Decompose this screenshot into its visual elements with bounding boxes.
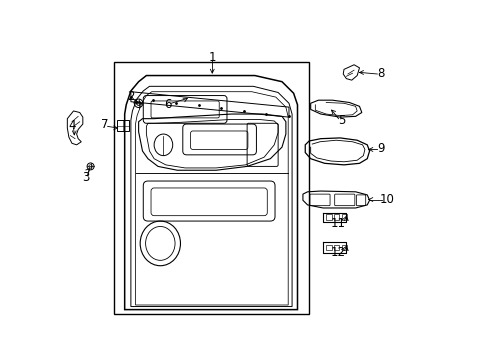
- Text: 7: 7: [101, 118, 108, 131]
- Bar: [325, 245, 331, 250]
- Text: 12: 12: [330, 246, 346, 259]
- Text: 6: 6: [164, 98, 171, 111]
- Bar: [341, 214, 346, 220]
- Text: 3: 3: [82, 171, 89, 184]
- Text: 11: 11: [330, 217, 346, 230]
- Bar: [341, 245, 346, 250]
- Text: 8: 8: [377, 67, 384, 81]
- Text: 5: 5: [337, 114, 345, 127]
- Bar: [114, 62, 308, 314]
- Text: 4: 4: [68, 119, 76, 132]
- Text: 2: 2: [127, 90, 134, 103]
- PathPatch shape: [124, 76, 297, 310]
- Bar: [325, 214, 331, 220]
- Bar: [333, 245, 339, 250]
- Text: 9: 9: [377, 142, 384, 155]
- Bar: [333, 214, 339, 220]
- Text: 10: 10: [378, 193, 393, 206]
- Text: 1: 1: [208, 50, 216, 64]
